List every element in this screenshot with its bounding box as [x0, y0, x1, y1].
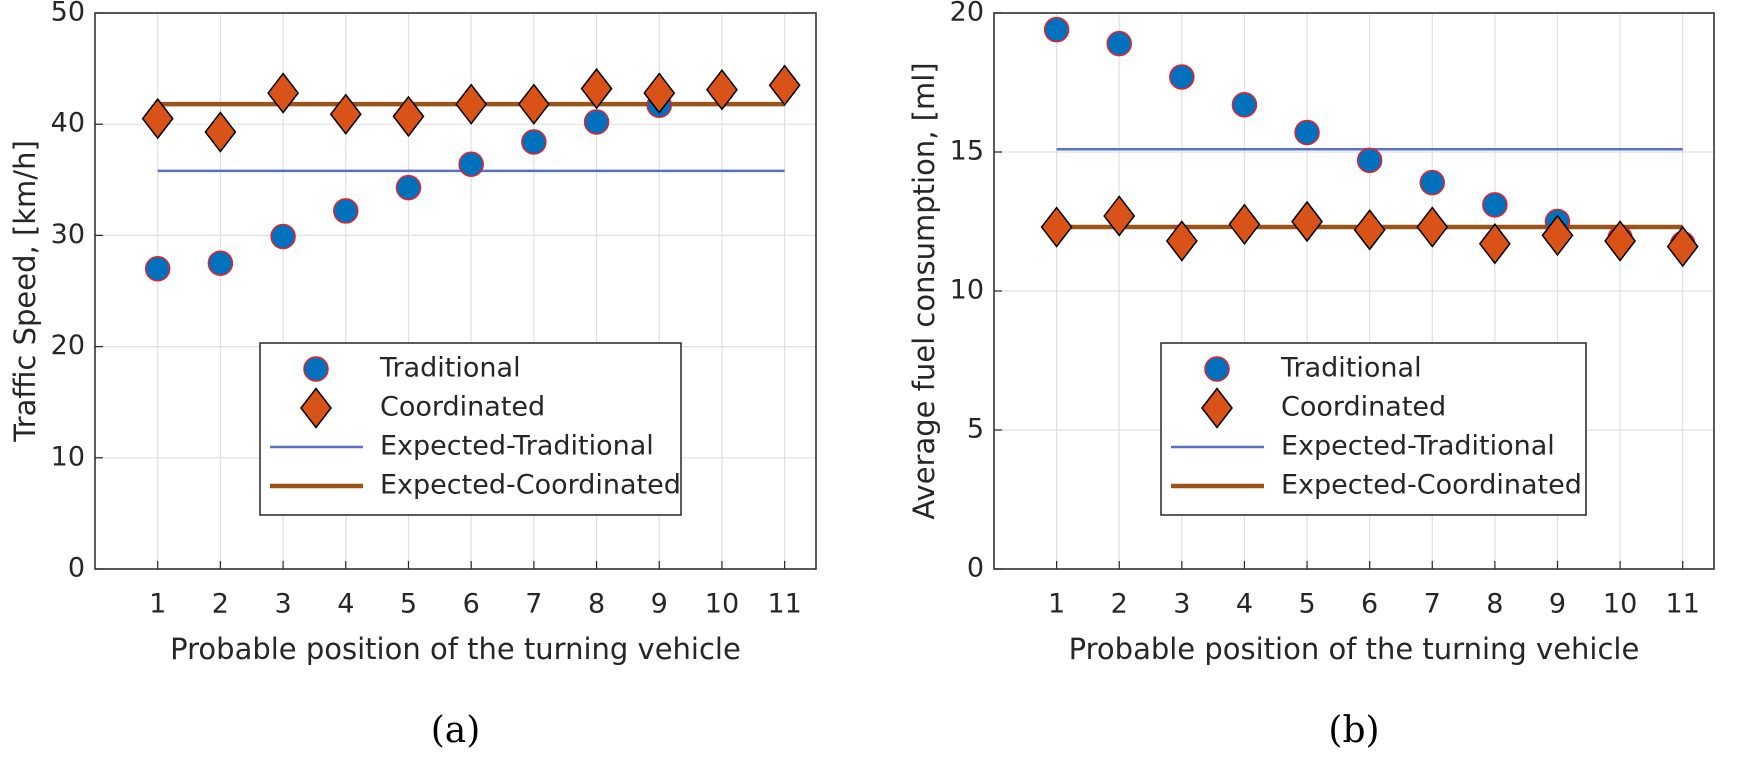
diamond-point [580, 67, 613, 110]
x-tick-label: 3 [1173, 589, 1190, 620]
diamond-point [267, 72, 300, 114]
legend-label: Expected-Traditional [380, 431, 654, 462]
legend-label: Expected-Coordinated [1281, 470, 1582, 501]
point [270, 223, 296, 250]
y-axis-label: Average fuel consumption, [ml] [907, 62, 941, 519]
point [1294, 119, 1320, 146]
diamond-point [1291, 200, 1323, 243]
diamond-point [517, 83, 550, 125]
point [458, 151, 484, 177]
x-tick-label: 10 [1603, 589, 1637, 620]
x-tick-label: 7 [1424, 589, 1441, 620]
point [395, 174, 422, 201]
point [207, 250, 234, 276]
y-tick-label: 10 [950, 275, 984, 306]
x-tick-label: 5 [400, 589, 417, 620]
y-tick-label: 30 [51, 219, 85, 250]
legend-label: Expected-Traditional [1281, 431, 1555, 462]
point [1419, 169, 1446, 196]
point [583, 109, 610, 135]
x-tick-label: 7 [525, 589, 542, 620]
legend-label: Expected-Coordinated [380, 470, 681, 501]
diamond-point [768, 64, 801, 107]
x-axis-label: Probable position of the turning vehicle [1069, 632, 1640, 666]
diamond-point [1103, 195, 1136, 237]
point [333, 198, 359, 224]
diamond-point [1478, 223, 1511, 265]
x-tick-label: 1 [149, 589, 166, 620]
diamond-point [1040, 206, 1073, 248]
diamond-point [1165, 220, 1198, 262]
x-tick-label: 11 [767, 589, 801, 620]
x-tick-label: 1 [1048, 589, 1065, 620]
legend-marker [1204, 356, 1230, 382]
point [1106, 30, 1132, 57]
x-tick-label: 11 [1666, 589, 1700, 620]
y-tick-label: 50 [51, 0, 85, 28]
x-tick-label: 2 [1111, 589, 1128, 620]
x-tick-label: 9 [651, 589, 668, 620]
axes-frame [94, 12, 817, 570]
diamond-point [455, 83, 488, 125]
y-tick-label: 10 [51, 441, 85, 472]
x-tick-label: 4 [1236, 589, 1253, 620]
diamond-point [1353, 209, 1386, 251]
diamond-point [1604, 220, 1637, 262]
diamond-point [392, 95, 425, 138]
diamond-point [1416, 206, 1449, 248]
caption: (b) [1328, 710, 1379, 751]
y-tick-label: 5 [967, 414, 984, 445]
diamond-point [1666, 225, 1699, 268]
x-tick-label: 10 [705, 589, 739, 620]
legend-label: Traditional [379, 353, 521, 384]
legend-label: Coordinated [380, 392, 545, 423]
legend-marker [1201, 387, 1233, 429]
x-axis-label: Probable position of the turning vehicle [170, 632, 741, 666]
diamond-point [643, 72, 676, 114]
point [521, 129, 547, 155]
caption: (a) [431, 710, 481, 751]
y-axis-label: Traffic Speed, [km/h] [8, 140, 42, 443]
point [1482, 192, 1508, 218]
diamond-point [1228, 203, 1261, 246]
y-tick-label: 0 [68, 553, 85, 584]
diamond-point [204, 111, 237, 153]
legend-marker [300, 387, 332, 429]
legend-label: Traditional [1280, 353, 1422, 384]
diamond-point [329, 93, 362, 135]
axes-frame [993, 12, 1715, 570]
y-tick-label: 20 [51, 330, 85, 361]
legend-marker [303, 356, 329, 382]
x-tick-label: 2 [212, 589, 229, 620]
diamond-point [1541, 214, 1574, 257]
diamond-point [706, 68, 738, 111]
x-tick-label: 4 [337, 589, 354, 620]
y-tick-label: 15 [950, 136, 984, 167]
legend-label: Coordinated [1281, 392, 1446, 423]
point [1231, 91, 1258, 118]
y-tick-label: 20 [950, 0, 984, 28]
point [144, 256, 171, 282]
point [1356, 147, 1383, 174]
x-tick-label: 3 [274, 589, 291, 620]
x-tick-label: 8 [588, 589, 605, 620]
diamond-point [141, 97, 174, 140]
x-tick-label: 5 [1298, 589, 1315, 620]
x-tick-label: 8 [1486, 589, 1503, 620]
x-tick-label: 6 [1361, 589, 1378, 620]
point [1043, 16, 1070, 43]
y-tick-label: 0 [967, 553, 984, 584]
x-tick-label: 9 [1549, 589, 1566, 620]
point [1169, 64, 1195, 90]
y-tick-label: 40 [51, 108, 85, 139]
x-tick-label: 6 [463, 589, 480, 620]
